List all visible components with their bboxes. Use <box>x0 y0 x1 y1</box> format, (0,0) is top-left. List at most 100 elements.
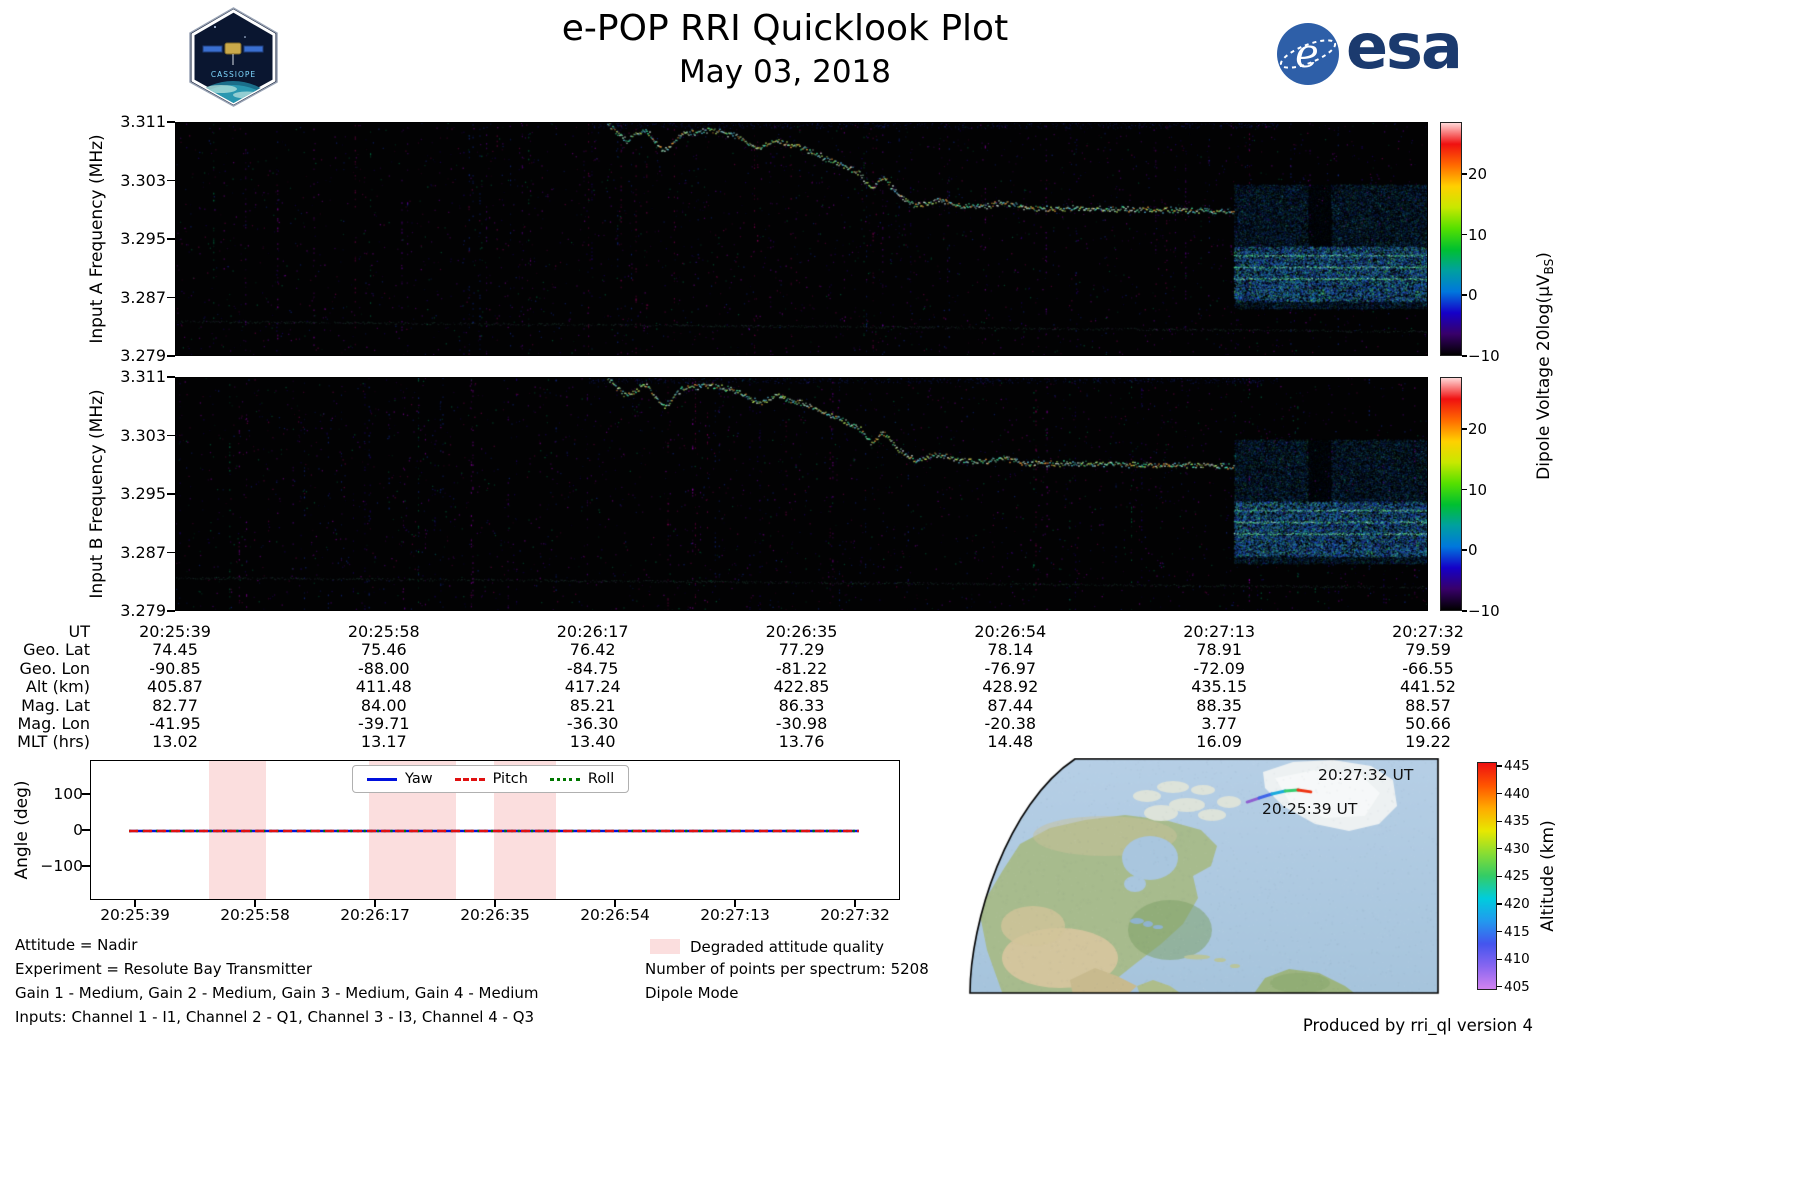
ephemeris-cell: 417.24 <box>564 677 621 697</box>
freq-tick-mark <box>167 434 175 437</box>
altitude-colorbar-label: Altitude (km) <box>1538 820 1558 932</box>
colorbar-label-post: ) <box>1533 252 1554 259</box>
degraded-quality-swatch-icon <box>650 939 680 954</box>
colorbar-b <box>1440 377 1462 611</box>
freq-tick-label: 3.279 <box>120 346 166 365</box>
panel-b-ylabel: Input B Frequency (MHz) <box>87 389 107 599</box>
colorbar-tick-label: 10 <box>1468 480 1488 499</box>
colorbar-tick-mark <box>1462 488 1467 491</box>
altitude-tick-label: 425 <box>1504 868 1530 885</box>
colorbar-tick-mark <box>1462 294 1467 296</box>
attitude-ytick-mark <box>82 793 90 795</box>
colorbar-tick-mark <box>1462 427 1467 430</box>
ephemeris-row-label: Geo. Lon <box>19 658 90 678</box>
note-dipole-mode: Dipole Mode <box>645 984 739 1002</box>
attitude-ytick-mark <box>82 865 90 867</box>
ephemeris-cell: -20.38 <box>984 714 1037 733</box>
attitude-ylabel: Angle (deg) <box>12 780 32 880</box>
cassiope-mission-logo-icon: CASSIOPE <box>185 7 282 107</box>
attitude-xtick-label: 20:25:58 <box>220 906 290 924</box>
colorbar-tick-mark <box>1462 355 1467 357</box>
ephemeris-cell: -41.95 <box>149 714 201 733</box>
attitude-xtick-label: 20:26:35 <box>460 906 530 924</box>
spectrogram-b-canvas <box>175 377 1428 611</box>
altitude-tick-mark <box>1497 848 1502 850</box>
ephemeris-row-label: MLT (hrs) <box>17 732 90 752</box>
freq-tick-mark <box>167 179 175 182</box>
ephemeris-cell: -81.22 <box>775 658 828 678</box>
ephemeris-cell: 86.33 <box>778 695 825 715</box>
ephemeris-cell: 13.17 <box>360 732 407 752</box>
note-gains: Gain 1 - Medium, Gain 2 - Medium, Gain 3… <box>15 984 539 1002</box>
note-experiment: Experiment = Resolute Bay Transmitter <box>15 960 312 978</box>
track-start-time-label: 20:25:39 UT <box>1262 800 1358 818</box>
ephemeris-cell: -72.09 <box>1193 658 1245 678</box>
freq-tick-label: 3.311 <box>120 112 166 131</box>
colorbar-tick-mark <box>1462 233 1467 236</box>
ephemeris-row-label: Geo. Lat <box>23 640 90 660</box>
attitude-xtick-mark <box>854 900 856 907</box>
ephemeris-cell: 19.22 <box>1405 732 1451 752</box>
ephemeris-cell: 82.77 <box>152 695 198 715</box>
attitude-xtick-label: 20:27:13 <box>700 906 770 924</box>
altitude-tick-label: 415 <box>1504 923 1530 940</box>
spectrogram-a-canvas <box>175 122 1428 356</box>
freq-tick-mark <box>167 551 175 554</box>
freq-tick-label: 3.303 <box>120 170 166 190</box>
attitude-ytick-label: 0 <box>73 821 83 839</box>
ephemeris-cell: 20:26:17 <box>556 622 629 641</box>
legend-label-pitch: Pitch <box>492 771 528 787</box>
altitude-tick-mark <box>1497 930 1502 933</box>
ephemeris-row-label: Mag. Lat <box>21 695 90 715</box>
attitude-xtick-mark <box>734 900 736 907</box>
freq-tick-label: 3.287 <box>120 287 166 307</box>
ephemeris-cell: 20:26:35 <box>765 622 838 641</box>
altitude-tick-label: 410 <box>1504 951 1530 968</box>
ephemeris-cell: -84.75 <box>566 658 619 678</box>
ephemeris-cell: 435.15 <box>1191 677 1248 697</box>
page-title: e-POP RRI Quicklook Plot <box>561 8 1009 49</box>
altitude-tick-mark <box>1497 986 1502 988</box>
note-inputs: Inputs: Channel 1 - I1, Channel 2 - Q1, … <box>15 1008 535 1026</box>
ephemeris-cell: -30.98 <box>775 714 828 733</box>
freq-tick-mark <box>167 121 175 123</box>
attitude-xtick-mark <box>134 900 136 907</box>
ephemeris-cell: 85.21 <box>569 695 616 715</box>
ephemeris-cell: -66.55 <box>1402 658 1454 678</box>
colorbar-tick-mark <box>1462 610 1467 612</box>
attitude-xtick-label: 20:26:54 <box>580 906 650 924</box>
freq-tick-label: 3.295 <box>120 484 166 503</box>
altitude-tick-label: 405 <box>1504 978 1530 995</box>
attitude-legend: Yaw Pitch Roll <box>352 765 630 793</box>
attitude-xtick-mark <box>374 900 376 907</box>
altitude-tick-mark <box>1497 820 1502 822</box>
colorbar-tick-label: 0 <box>1468 286 1478 305</box>
freq-tick-label: 3.303 <box>120 425 166 445</box>
freq-tick-mark <box>167 610 175 612</box>
freq-tick-mark <box>167 376 175 378</box>
ephemeris-cell: 3.77 <box>1201 714 1237 733</box>
altitude-tick-label: 430 <box>1504 840 1530 857</box>
attitude-plot <box>90 760 900 900</box>
freq-tick-mark <box>167 493 175 495</box>
ephemeris-cell: 441.52 <box>1400 677 1456 697</box>
ground-track-map <box>965 758 1440 995</box>
ephemeris-cell: 20:27:13 <box>1183 622 1256 641</box>
freq-tick-mark <box>167 355 175 357</box>
ephemeris-cell: 75.46 <box>360 640 407 660</box>
altitude-tick-mark <box>1497 958 1502 960</box>
colorbar-label-sub: BS <box>1542 258 1557 275</box>
attitude-xtick-label: 20:26:17 <box>340 906 410 924</box>
freq-tick-label: 3.279 <box>120 601 166 620</box>
ephemeris-cell: 405.87 <box>147 677 203 697</box>
pitch-line-sample-icon <box>454 777 485 781</box>
ephemeris-cell: -36.30 <box>566 714 619 733</box>
altitude-tick-mark <box>1497 903 1502 905</box>
cassiope-logo-text: CASSIOPE <box>211 70 256 79</box>
roll-line-sample-icon <box>549 777 580 781</box>
altitude-colorbar <box>1477 762 1497 990</box>
freq-tick-label: 3.311 <box>120 367 166 386</box>
ephemeris-cell: 76.42 <box>569 640 616 660</box>
legend-item-pitch: Pitch <box>454 771 528 787</box>
